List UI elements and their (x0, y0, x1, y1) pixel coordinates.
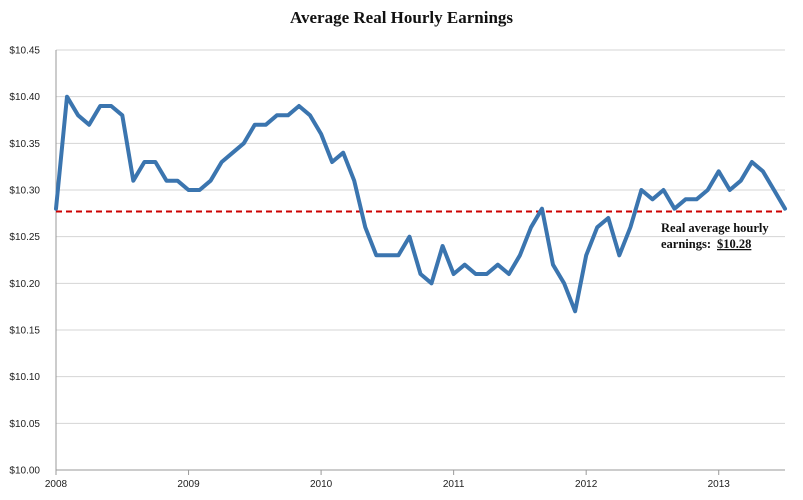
data-point (398, 255, 399, 256)
x-axis: 2008 2009 2010 2011 2012 2013 (45, 469, 785, 490)
data-point (431, 283, 432, 284)
data-point (486, 274, 487, 275)
data-point (144, 162, 145, 163)
data-point (597, 227, 598, 228)
data-point (67, 96, 68, 97)
y-tick-label: $10.35 (9, 139, 40, 150)
data-point (287, 115, 288, 116)
data-point (464, 264, 465, 265)
data-point (188, 190, 189, 191)
data-point (177, 180, 178, 181)
y-tick-label: $10.20 (9, 279, 40, 290)
data-point (674, 208, 675, 209)
data-point (343, 152, 344, 153)
data-point (89, 124, 90, 125)
data-point (751, 162, 752, 163)
y-tick-label: $10.05 (9, 419, 40, 430)
data-point (387, 255, 388, 256)
data-point (718, 171, 719, 172)
data-point (254, 124, 255, 125)
data-point (111, 106, 112, 107)
gridlines (56, 49, 785, 471)
chart-title: Average Real Hourly Earnings (289, 8, 514, 27)
data-point (707, 190, 708, 191)
data-point (232, 152, 233, 153)
data-point (740, 180, 741, 181)
data-point (575, 311, 576, 312)
data-point (586, 255, 587, 256)
data-point (56, 208, 57, 209)
data-point (663, 190, 664, 191)
y-tick-label: $10.30 (9, 186, 40, 197)
data-point (365, 227, 366, 228)
data-point (221, 162, 222, 163)
y-tick-label: $10.15 (9, 326, 40, 337)
data-point (729, 190, 730, 191)
data-point (773, 190, 774, 191)
x-tick-label: 2008 (45, 479, 68, 490)
data-point (332, 162, 333, 163)
y-tick-label: $10.00 (9, 466, 40, 477)
data-point (122, 115, 123, 116)
data-point (630, 227, 631, 228)
data-point (442, 246, 443, 247)
data-point (420, 274, 421, 275)
data-point (685, 199, 686, 200)
annotation-line2: earnings: $10.28 (661, 237, 751, 251)
data-point (243, 143, 244, 144)
series-line (54, 94, 787, 314)
data-point (354, 180, 355, 181)
y-axis: $10.45 $10.40 $10.35 $10.30 $10.25 $10.20 $10.… (9, 46, 57, 477)
data-point (376, 255, 377, 256)
x-tick-label: 2011 (443, 479, 465, 490)
series-group (54, 94, 787, 314)
data-point (265, 124, 266, 125)
data-point (530, 227, 531, 228)
data-point (696, 199, 697, 200)
x-tick-label: 2009 (177, 479, 200, 490)
y-tick-label: $10.25 (9, 232, 40, 243)
data-point (519, 255, 520, 256)
annotation-line1: Real average hourly (661, 221, 769, 235)
data-point (785, 208, 786, 209)
data-point (608, 218, 609, 219)
annotation-value: $10.28 (717, 237, 751, 251)
x-tick-label: 2010 (310, 479, 333, 490)
data-point (409, 236, 410, 237)
annotation-group: Real average hourly earnings: $10.28 (661, 221, 769, 251)
data-point (475, 274, 476, 275)
y-tick-label: $10.45 (9, 46, 40, 57)
data-point (321, 134, 322, 135)
data-point (762, 171, 763, 172)
data-point (100, 106, 101, 107)
data-point (155, 162, 156, 163)
data-point (199, 190, 200, 191)
data-point (210, 180, 211, 181)
data-point (133, 180, 134, 181)
data-point (276, 115, 277, 116)
y-tick-label: $10.40 (9, 92, 40, 103)
data-point (166, 180, 167, 181)
data-point (619, 255, 620, 256)
data-point (497, 264, 498, 265)
x-tick-label: 2013 (708, 479, 731, 490)
annotation-prefix: earnings: (661, 237, 711, 251)
data-point (453, 274, 454, 275)
data-point (542, 208, 543, 209)
data-point (508, 274, 509, 275)
data-point (78, 115, 79, 116)
x-tick-label: 2012 (575, 479, 598, 490)
data-point (553, 264, 554, 265)
data-point (564, 283, 565, 284)
data-point (641, 190, 642, 191)
data-point (299, 106, 300, 107)
data-point (652, 199, 653, 200)
y-tick-label: $10.10 (9, 372, 40, 383)
data-point (310, 115, 311, 116)
